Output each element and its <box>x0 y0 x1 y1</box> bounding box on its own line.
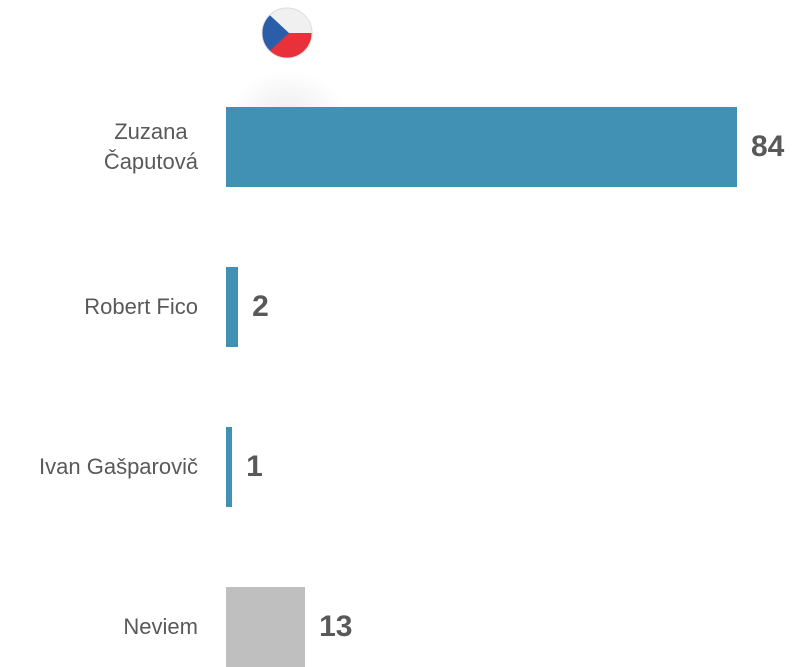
value-label: 84 <box>751 130 785 163</box>
category-label: Ivan Gašparovič <box>39 454 198 479</box>
flag-icon <box>262 8 312 58</box>
value-label: 1 <box>246 450 263 483</box>
bar <box>226 587 306 667</box>
value-label: 13 <box>319 610 353 643</box>
category-label: Robert Fico <box>84 294 198 319</box>
bar <box>226 267 239 347</box>
bar <box>226 427 233 507</box>
flag-border <box>261 7 313 59</box>
value-label: 2 <box>252 290 269 323</box>
category-label: Zuzana Čaputová <box>103 119 198 174</box>
category-label: Neviem <box>123 614 198 639</box>
bar <box>226 107 737 187</box>
